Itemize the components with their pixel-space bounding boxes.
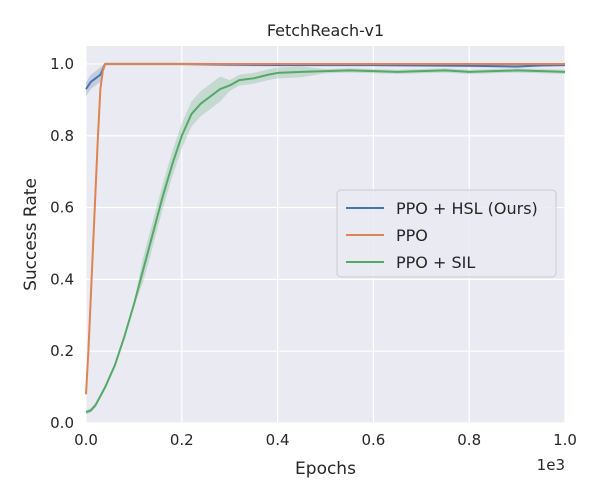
series-line — [85, 69, 566, 414]
series-lines — [85, 62, 566, 414]
x-tick-label: 1.0 — [553, 431, 577, 449]
x-tick-labels: 0.0 0.2 0.4 0.6 0.8 1.0 — [74, 431, 577, 449]
legend: PPO + HSL (Ours) PPO PPO + SIL — [336, 189, 557, 278]
y-tick-labels: 0.0 0.2 0.4 0.6 0.8 1.0 — [50, 55, 74, 432]
legend-box — [336, 189, 557, 278]
x-tick-label: 0.6 — [361, 431, 385, 449]
legend-label: PPO + HSL (Ours) — [396, 199, 538, 218]
y-tick-label: 0.4 — [50, 270, 74, 288]
x-offset-label: 1e3 — [537, 456, 565, 474]
y-tick-label: 0.0 — [50, 414, 74, 432]
x-tick-label: 0.8 — [457, 431, 481, 449]
legend-label: PPO — [396, 226, 428, 245]
x-tick-label: 0.0 — [74, 431, 98, 449]
y-tick-label: 0.8 — [50, 127, 74, 145]
series-line — [85, 62, 565, 395]
x-axis-label: Epochs — [295, 459, 356, 479]
x-tick-label: 0.2 — [170, 431, 194, 449]
legend-label: PPO + SIL — [396, 253, 475, 272]
x-tick-label: 0.4 — [266, 431, 290, 449]
y-axis-label: Success Rate — [21, 178, 41, 291]
y-tick-label: 1.0 — [50, 55, 74, 73]
y-tick-label: 0.6 — [50, 199, 74, 217]
y-tick-label: 0.2 — [50, 342, 74, 360]
chart-title: FetchReach-v1 — [267, 21, 384, 40]
